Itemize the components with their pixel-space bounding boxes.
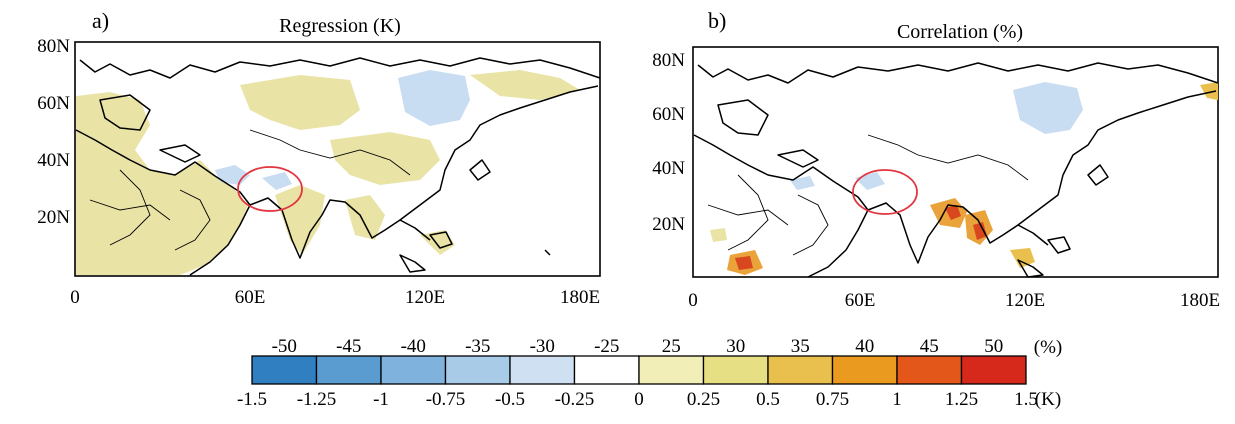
colorbar-top-label: 25 bbox=[662, 336, 681, 357]
panel-b-label: b) bbox=[708, 8, 726, 33]
colorbar-box bbox=[380, 355, 447, 385]
panel-b-title: Correlation (%) bbox=[897, 21, 1023, 43]
colorbar-bottom-label: 0.75 bbox=[816, 389, 849, 410]
colorbar-bottom-label: -1 bbox=[373, 389, 389, 410]
colorbar-box bbox=[896, 355, 963, 385]
lat-tick: 40N bbox=[652, 158, 685, 179]
lat-tick: 80N bbox=[37, 36, 70, 57]
lat-axis: 80N 60N 40N 20N bbox=[37, 36, 70, 228]
panel-a-label: a) bbox=[92, 8, 109, 33]
colorbar-box bbox=[702, 355, 769, 385]
panel-a: a) Regression (K) bbox=[0, 0, 620, 320]
panel-b-svg: b) Correlation (%) bbox=[652, 8, 1220, 311]
lon-tick: 0 bbox=[688, 290, 698, 311]
colorbar-top-unit: (%) bbox=[1034, 337, 1062, 358]
colorbar-top-label: 50 bbox=[984, 336, 1003, 357]
borders bbox=[89, 129, 411, 251]
map-frame bbox=[692, 46, 1219, 278]
colorbar-bottom-label: -1.25 bbox=[297, 389, 337, 410]
lon-tick: 60E bbox=[235, 287, 266, 308]
lon-tick: 0 bbox=[70, 287, 80, 308]
colorbar-top-label: 40 bbox=[855, 336, 874, 357]
lon-tick: 180E bbox=[560, 287, 600, 308]
colorbar-top-label: -35 bbox=[465, 336, 490, 357]
region-highlight-circle bbox=[237, 166, 303, 212]
lon-tick: 120E bbox=[1005, 290, 1045, 311]
colorbar-top-label: 45 bbox=[920, 336, 939, 357]
colorbar-boxes bbox=[251, 355, 1027, 385]
colorbar-bottom-label: 0.5 bbox=[756, 389, 780, 410]
colorbar-bottom-unit: (K) bbox=[1035, 389, 1061, 410]
colorbar-top-labels: -50 -45 -40 -35 -30 -25 25 30 35 40 45 50 bbox=[272, 336, 1004, 357]
colorbar-bottom-label: -1.5 bbox=[237, 389, 267, 410]
colorbar-bottom-label: 1 bbox=[892, 389, 902, 410]
panel-a-svg: a) Regression (K) bbox=[37, 8, 601, 308]
colorbar-bottom-label: 0.25 bbox=[687, 389, 720, 410]
lat-tick: 20N bbox=[652, 214, 685, 235]
positive-anomaly-regions bbox=[76, 70, 580, 275]
colorbar-bottom-label: -0.25 bbox=[555, 389, 595, 410]
lat-tick: 40N bbox=[37, 150, 70, 171]
lon-tick: 60E bbox=[845, 290, 876, 311]
colorbar-box bbox=[831, 355, 898, 385]
colorbar-bottom-labels: -1.5 -1.25 -1 -0.75 -0.5 -0.25 0 0.25 0.5 0.75 1 1.… bbox=[237, 389, 1038, 410]
colorbar-top-label: -45 bbox=[336, 336, 361, 357]
lat-axis: 80N 60N 40N 20N bbox=[652, 50, 685, 235]
colorbar-bottom-label: -0.5 bbox=[495, 389, 525, 410]
colorbar-top-label: -50 bbox=[272, 336, 297, 357]
lat-tick: 60N bbox=[37, 93, 70, 114]
panel-a-title: Regression (K) bbox=[279, 15, 401, 37]
colorbar-box bbox=[444, 355, 511, 385]
colorbar-bottom-label: 1.25 bbox=[945, 389, 978, 410]
colorbar-box bbox=[509, 355, 576, 385]
borders bbox=[707, 134, 1029, 256]
colorbar-top-label: 30 bbox=[726, 336, 745, 357]
colorbar-bottom-label: 0 bbox=[634, 389, 644, 410]
colorbar-bottom-label: 1.5 bbox=[1014, 389, 1038, 410]
colorbar-box bbox=[315, 355, 382, 385]
lat-tick: 20N bbox=[37, 207, 70, 228]
panel-b: b) Correlation (%) bbox=[615, 0, 1235, 320]
lon-axis: 0 60E 120E 180E bbox=[688, 290, 1220, 311]
lon-tick: 120E bbox=[405, 287, 445, 308]
colorbar-box bbox=[573, 355, 640, 385]
lat-tick: 80N bbox=[652, 50, 685, 71]
colorbar-bottom-label: -0.75 bbox=[426, 389, 466, 410]
negative-correlation-regions bbox=[790, 82, 1083, 190]
colorbar-box bbox=[767, 355, 834, 385]
colorbar-box bbox=[960, 355, 1027, 385]
colorbar-top-label: 35 bbox=[791, 336, 810, 357]
lon-axis: 0 60E 120E 180E bbox=[70, 287, 600, 308]
coastlines bbox=[75, 57, 601, 276]
colorbar-top-label: -40 bbox=[401, 336, 426, 357]
lon-tick: 180E bbox=[1180, 290, 1220, 311]
colorbar-box bbox=[251, 355, 318, 385]
colorbar-top-label: -30 bbox=[530, 336, 555, 357]
colorbar-box bbox=[638, 355, 705, 385]
colorbar-top-label: -25 bbox=[594, 336, 619, 357]
region-highlight-circle bbox=[852, 169, 918, 215]
lat-tick: 60N bbox=[652, 104, 685, 125]
coastlines bbox=[693, 62, 1219, 278]
